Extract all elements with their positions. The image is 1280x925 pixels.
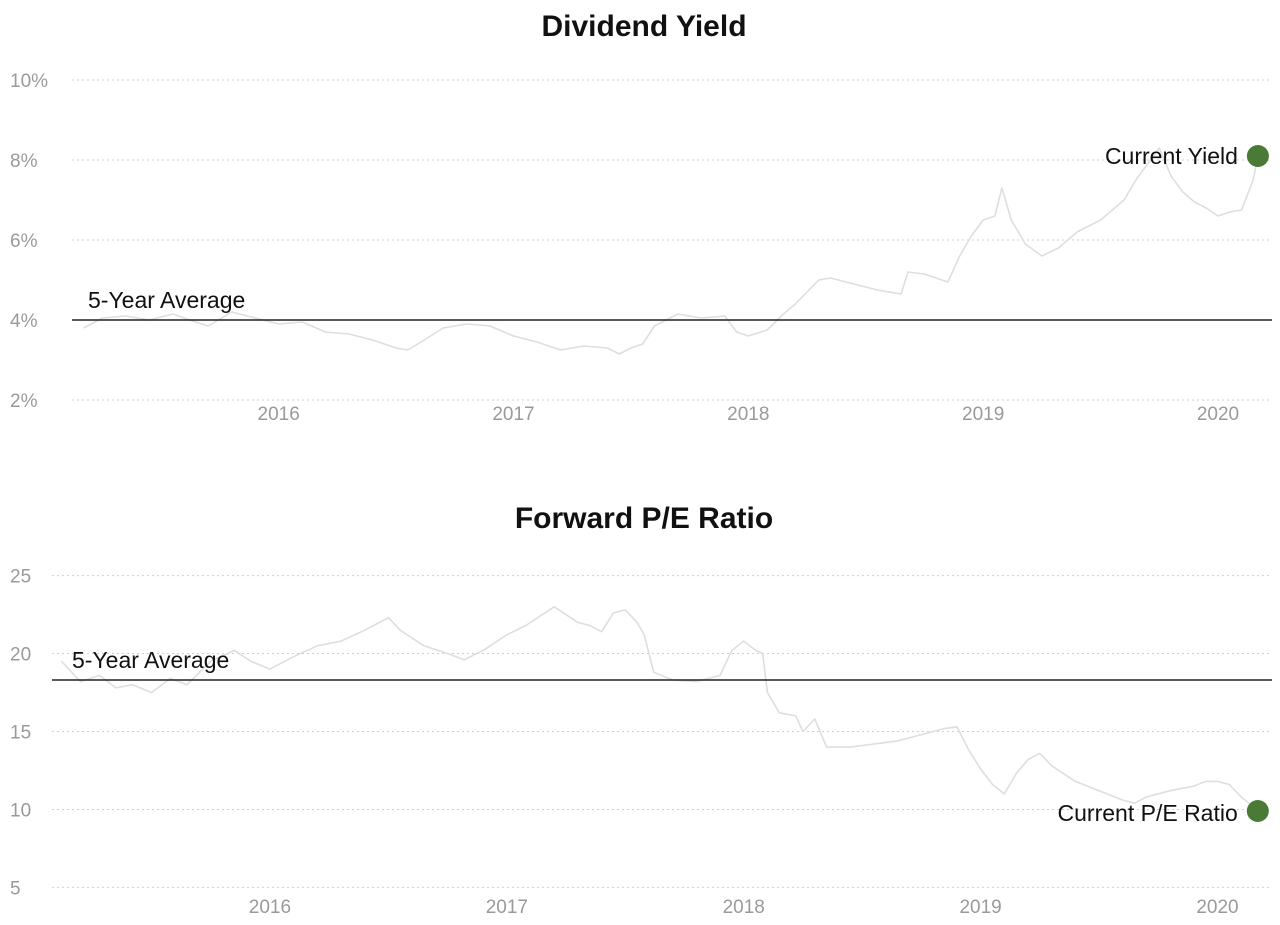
y-tick-label: 10% [10, 71, 48, 92]
y-tick-label: 4% [10, 311, 38, 332]
five-year-average-label: 5-Year Average [72, 647, 229, 673]
x-tick-label: 2018 [723, 897, 765, 918]
x-tick-label: 2020 [1197, 404, 1239, 425]
x-tick-label: 2016 [258, 404, 300, 425]
x-axis-ticks: 2016 2017 2018 2019 2020 [258, 404, 1240, 425]
average-layer: 5-Year Average [72, 287, 1272, 321]
y-tick-label: 20 [10, 645, 31, 666]
x-tick-label: 2019 [962, 404, 1004, 425]
y-tick-label: 6% [10, 231, 38, 252]
x-tick-label: 2019 [959, 897, 1001, 918]
y-axis-ticks: 2% 4% 6% 8% 10% [10, 71, 48, 412]
average-layer: 5-Year Average [52, 647, 1272, 681]
series-line [60, 606, 1259, 812]
x-tick-label: 2017 [492, 404, 534, 425]
current-pe-marker [1246, 800, 1269, 823]
y-gridlines [72, 79, 1272, 401]
y-tick-label: 2% [10, 391, 38, 412]
y-tick-label: 15 [10, 723, 31, 744]
x-axis-ticks: 2016 2017 2018 2019 2020 [249, 897, 1239, 918]
current-layer: Current P/E Ratio [1058, 800, 1269, 826]
chart-title: Dividend Yield [541, 10, 746, 43]
y-axis-ticks: 5 10 15 20 25 [10, 567, 31, 900]
dividend-yield-chart: Dividend Yield 2%4%6%8%10% 2016 2017 2018 2… [10, 10, 1272, 425]
y-gridlines [52, 575, 1272, 888]
current-yield-marker [1246, 145, 1269, 167]
chart-title: Forward P/E Ratio [515, 502, 773, 535]
current-layer: Current Yield [1105, 143, 1269, 169]
current-pe-label: Current P/E Ratio [1058, 800, 1238, 826]
y-tick-label: 10 [10, 800, 31, 821]
y-tick-label: 5 [10, 878, 21, 899]
x-tick-label: 2017 [486, 897, 528, 918]
series-layer [60, 606, 1259, 812]
forward-pe-chart: Forward P/E Ratio 5 10 15 20 25 2016 2017 2018… [10, 502, 1272, 918]
x-tick-label: 2020 [1196, 897, 1238, 918]
current-yield-label: Current Yield [1105, 143, 1238, 169]
x-tick-label: 2018 [727, 404, 769, 425]
five-year-average-label: 5-Year Average [88, 287, 245, 313]
series-layer [83, 147, 1259, 355]
series-line [83, 147, 1259, 355]
y-tick-label: 8% [10, 151, 38, 172]
x-tick-label: 2016 [249, 897, 291, 918]
y-tick-label: 25 [10, 567, 31, 588]
